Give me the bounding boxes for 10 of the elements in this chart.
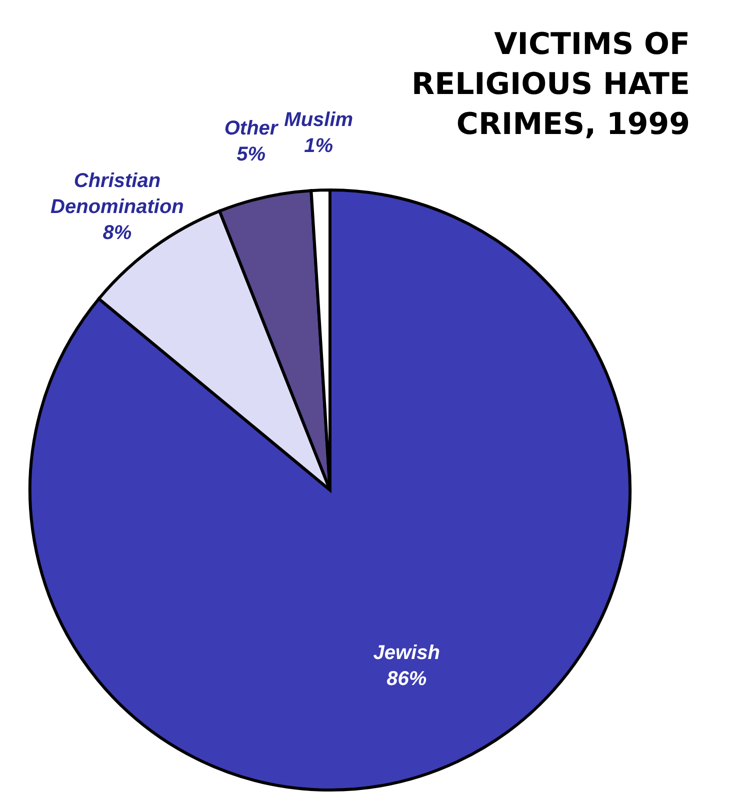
slice-label: Jewish [373,642,440,664]
data-label: 8% [102,222,132,244]
slice-label: Muslim [284,109,354,132]
slice-label: Other [224,118,279,140]
slice-label: Christian Denomination [50,170,184,218]
chart-title: VICTIMS OF RELIGIOUS HATE CRIMES, 1999 [411,27,690,142]
data-label: 5% [236,144,266,166]
data-label: 86% [386,668,427,690]
data-label: 1% [304,135,334,158]
pie-slice [28,188,632,792]
